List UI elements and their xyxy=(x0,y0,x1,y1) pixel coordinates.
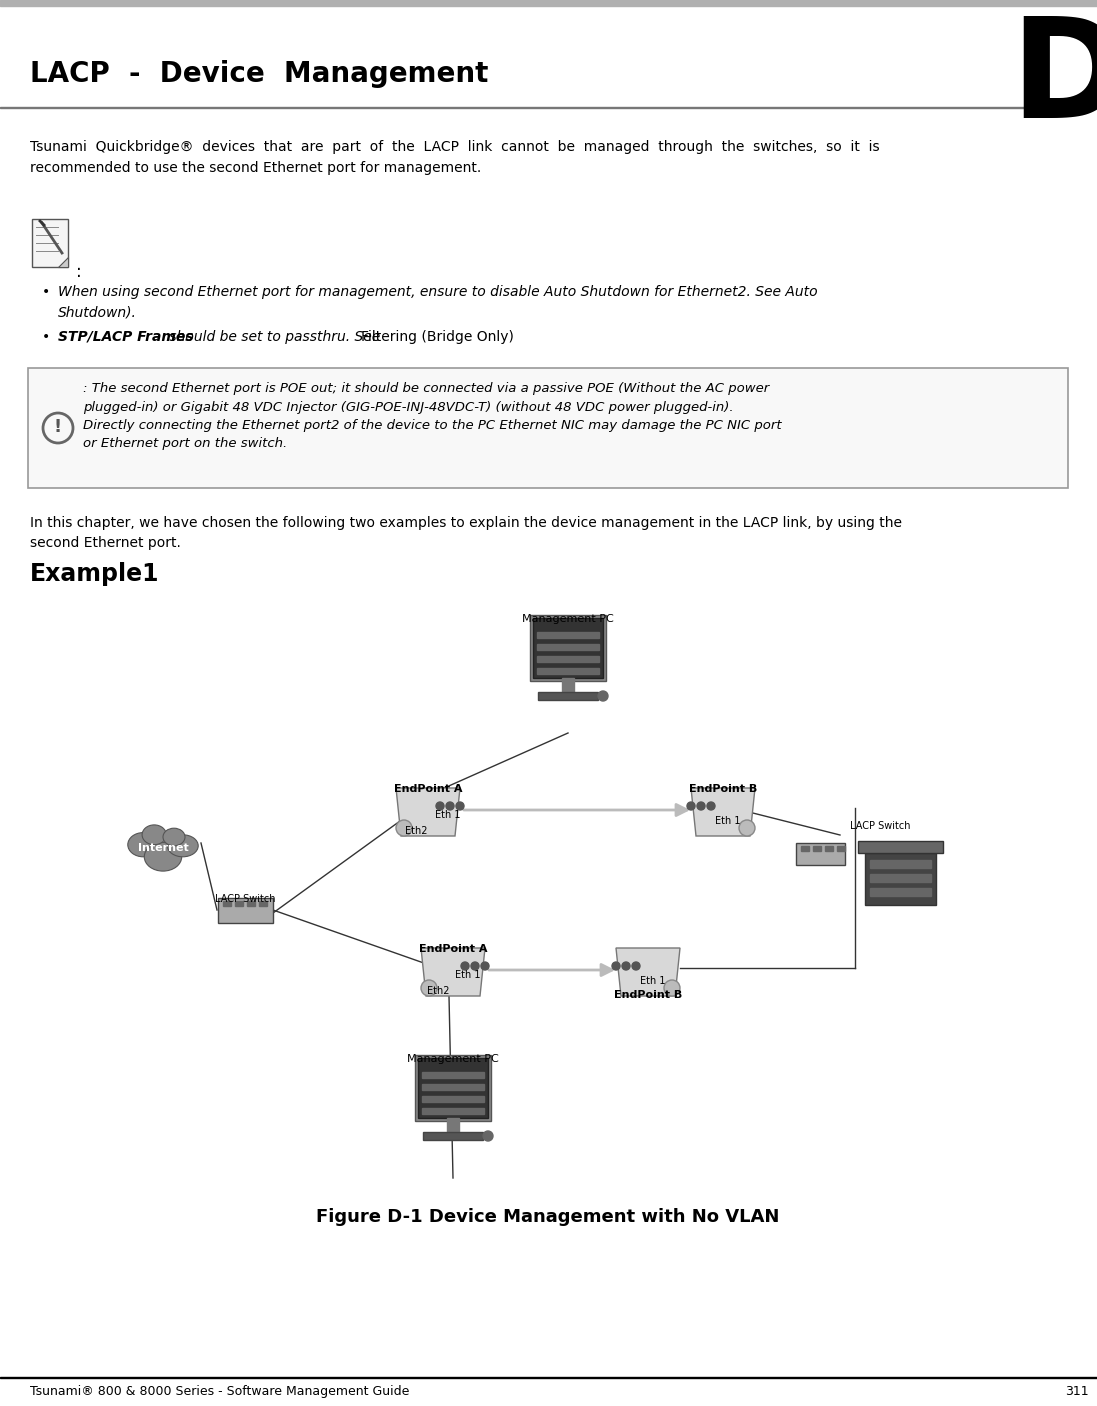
Polygon shape xyxy=(396,787,460,837)
Bar xyxy=(538,657,599,662)
Bar xyxy=(870,889,931,896)
Text: Tsunami  Quickbridge®  devices  that  are  part  of  the  LACP  link  cannot  be: Tsunami Quickbridge® devices that are pa… xyxy=(30,141,880,174)
Polygon shape xyxy=(421,948,485,995)
Bar xyxy=(837,846,845,851)
Bar xyxy=(825,846,833,851)
Bar xyxy=(538,633,599,638)
Text: D: D xyxy=(1010,13,1097,148)
Text: Management PC: Management PC xyxy=(407,1054,499,1064)
Ellipse shape xyxy=(143,825,167,845)
Bar xyxy=(0,1376,1097,1378)
Text: EndPoint B: EndPoint B xyxy=(689,785,757,794)
Text: Eth2: Eth2 xyxy=(405,825,427,837)
Ellipse shape xyxy=(127,832,159,856)
Circle shape xyxy=(471,962,479,970)
Bar xyxy=(422,1071,484,1078)
Text: Example1: Example1 xyxy=(30,562,159,586)
Circle shape xyxy=(706,801,715,810)
Text: : The second Ethernet port is POE out; it should be connected via a passive POE : : The second Ethernet port is POE out; i… xyxy=(83,382,782,450)
Polygon shape xyxy=(617,948,680,995)
Text: 311: 311 xyxy=(1065,1385,1088,1398)
Circle shape xyxy=(396,820,412,837)
Circle shape xyxy=(697,801,705,810)
Bar xyxy=(538,644,599,650)
Text: Eth 1: Eth 1 xyxy=(641,976,666,986)
Text: Figure D-1 Device Management with No VLAN: Figure D-1 Device Management with No VLA… xyxy=(316,1208,780,1226)
Bar xyxy=(418,1057,488,1118)
Bar xyxy=(423,1132,483,1140)
Text: Eth2: Eth2 xyxy=(427,986,450,995)
Ellipse shape xyxy=(145,842,182,872)
Text: EndPoint A: EndPoint A xyxy=(394,785,462,794)
Bar xyxy=(422,1084,484,1090)
Circle shape xyxy=(480,962,489,970)
Bar xyxy=(259,901,267,905)
Bar xyxy=(533,619,603,678)
Bar xyxy=(446,1118,459,1132)
Circle shape xyxy=(456,801,464,810)
Bar xyxy=(530,614,606,681)
Text: :: : xyxy=(76,263,82,281)
Circle shape xyxy=(483,1130,493,1142)
Bar xyxy=(235,901,244,905)
Text: LACP Switch: LACP Switch xyxy=(215,894,275,904)
Text: LACP  -  Device  Management: LACP - Device Management xyxy=(30,60,488,89)
Text: •: • xyxy=(42,330,50,344)
Text: STP/LACP Frames: STP/LACP Frames xyxy=(58,330,193,344)
Bar xyxy=(0,107,1097,108)
Bar xyxy=(422,1108,484,1114)
Text: should be set to passthru. See: should be set to passthru. See xyxy=(165,330,385,344)
Text: When using second Ethernet port for management, ensure to disable Auto Shutdown : When using second Ethernet port for mana… xyxy=(58,285,817,319)
Bar xyxy=(538,668,599,673)
Ellipse shape xyxy=(168,835,199,856)
Bar xyxy=(32,219,68,267)
Circle shape xyxy=(622,962,630,970)
Text: Tsunami® 800 & 8000 Series - Software Management Guide: Tsunami® 800 & 8000 Series - Software Ma… xyxy=(30,1385,409,1398)
Bar xyxy=(218,898,273,922)
Circle shape xyxy=(461,962,470,970)
Text: Internet: Internet xyxy=(137,844,189,853)
Text: LACP Switch: LACP Switch xyxy=(850,821,911,831)
Bar xyxy=(415,1054,491,1121)
Circle shape xyxy=(687,801,695,810)
Bar xyxy=(223,901,231,905)
Ellipse shape xyxy=(163,828,185,846)
Bar xyxy=(29,368,1068,488)
Text: EndPoint B: EndPoint B xyxy=(614,990,682,1000)
Circle shape xyxy=(664,980,680,995)
Bar xyxy=(562,678,574,692)
Circle shape xyxy=(739,820,755,837)
Bar xyxy=(0,0,1097,6)
Text: Filtering (Bridge Only): Filtering (Bridge Only) xyxy=(361,330,513,344)
Circle shape xyxy=(598,690,608,702)
Circle shape xyxy=(421,980,437,995)
Circle shape xyxy=(612,962,620,970)
Bar xyxy=(858,841,943,853)
Bar xyxy=(870,860,931,868)
Text: Eth 1: Eth 1 xyxy=(715,815,740,825)
Bar xyxy=(538,692,598,700)
Text: EndPoint A: EndPoint A xyxy=(419,943,487,955)
Circle shape xyxy=(632,962,640,970)
Text: Management PC: Management PC xyxy=(522,614,614,624)
Bar xyxy=(801,846,808,851)
Bar xyxy=(796,844,845,865)
Circle shape xyxy=(436,801,444,810)
Bar xyxy=(870,875,931,882)
Bar xyxy=(866,853,936,905)
Polygon shape xyxy=(58,257,68,267)
Text: •: • xyxy=(42,285,50,299)
Bar xyxy=(247,901,255,905)
Polygon shape xyxy=(691,787,755,837)
Bar xyxy=(422,1097,484,1102)
Text: Eth 1: Eth 1 xyxy=(455,970,480,980)
Circle shape xyxy=(446,801,454,810)
Text: !: ! xyxy=(54,418,63,436)
Text: In this chapter, we have chosen the following two examples to explain the device: In this chapter, we have chosen the foll… xyxy=(30,516,902,550)
Text: Eth 1: Eth 1 xyxy=(436,810,461,820)
Bar xyxy=(813,846,821,851)
